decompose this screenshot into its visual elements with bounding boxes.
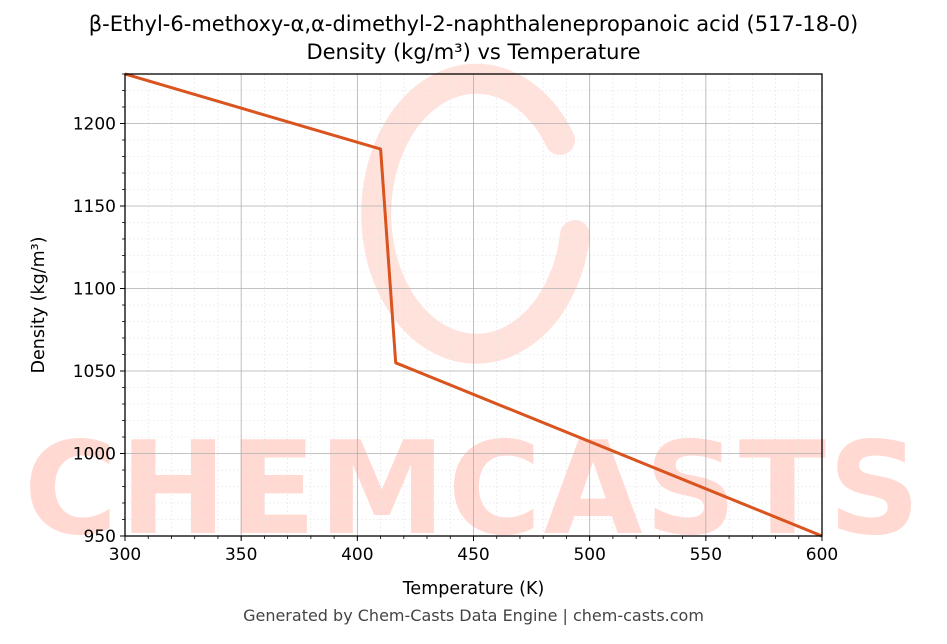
y-tick-label: 1100 xyxy=(73,280,116,300)
x-tick-label: 400 xyxy=(341,545,373,565)
chart-subtitle: Density (kg/m³) vs Temperature xyxy=(306,40,641,64)
y-tick-label: 1000 xyxy=(73,445,116,465)
x-tick-label: 350 xyxy=(225,545,257,565)
watermark-text: CHEMCASTS xyxy=(24,415,923,564)
footer-credit: Generated by Chem-Casts Data Engine | ch… xyxy=(243,606,704,625)
y-tick-label: 1050 xyxy=(73,362,116,382)
chart-title: β-Ethyl-6-methoxy-α,α-dimethyl-2-naphtha… xyxy=(88,12,859,36)
x-tick-label: 550 xyxy=(690,545,722,565)
x-tick-label: 500 xyxy=(573,545,605,565)
y-tick-label: 950 xyxy=(84,527,116,547)
y-axis: 950 1000 1050 1100 1150 1200 xyxy=(73,73,125,547)
y-axis-label: Density (kg/m³) xyxy=(29,237,49,374)
x-tick-label: 600 xyxy=(806,545,838,565)
chemcasts-watermark: CHEMCASTS xyxy=(24,63,923,564)
density-series-line xyxy=(124,72,823,538)
x-axis: 300 350 400 450 500 550 600 xyxy=(109,536,838,565)
series-layer xyxy=(124,72,823,538)
y-tick-label: 1200 xyxy=(73,115,116,135)
x-tick-label: 450 xyxy=(457,545,489,565)
x-axis-label: Temperature (K) xyxy=(402,579,545,599)
x-tick-label: 300 xyxy=(109,545,141,565)
y-tick-label: 1150 xyxy=(73,197,116,217)
